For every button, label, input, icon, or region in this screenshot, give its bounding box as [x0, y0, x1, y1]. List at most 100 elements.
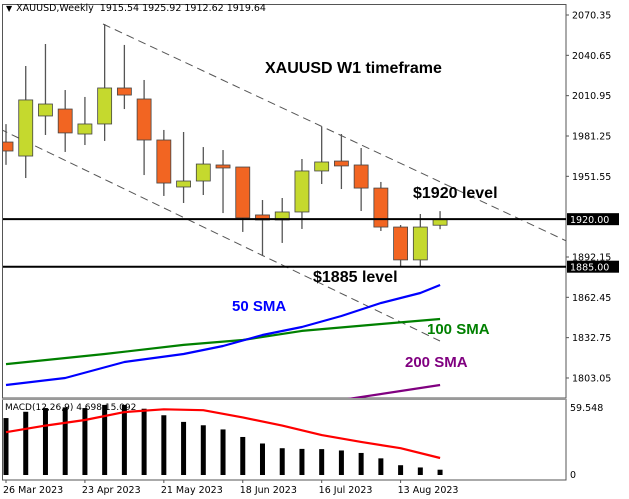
bullish-candle-body [294, 170, 310, 213]
candle [334, 134, 349, 190]
macd-histogram-bar [319, 449, 325, 475]
price-axis-label: 1981.25 [572, 131, 611, 142]
candle [195, 147, 211, 195]
time-axis-label: 21 May 2023 [161, 485, 223, 496]
bearish-candle-body [393, 226, 409, 261]
macd-signal-line [5, 408, 441, 460]
time-axis-label: 13 Aug 2023 [398, 485, 459, 496]
candle [393, 225, 409, 267]
candle [116, 44, 132, 110]
ohlc-readout: 1915.54 1925.92 1912.62 1919.64 [99, 3, 266, 14]
macd-histogram-bar [437, 469, 443, 475]
bullish-candle-body [432, 219, 448, 226]
bullish-candle-body [412, 226, 428, 261]
sma200-line [347, 383, 441, 398]
chart-title-annotation: XAUUSD W1 timeframe [265, 60, 442, 77]
bullish-candle-body [18, 99, 34, 157]
bullish-candle-body [38, 103, 53, 117]
candle [156, 129, 172, 196]
macd-histogram-bar [102, 404, 108, 475]
dropdown-triangle-icon[interactable]: ▼ [6, 4, 13, 13]
bearish-candle-body [334, 160, 349, 167]
macd-histogram-bar [200, 425, 206, 475]
macd-axis-label: 59.548 [570, 403, 603, 414]
macd-histogram-bar [121, 404, 127, 475]
price-axis-label: 1892.15 [572, 252, 611, 263]
level-price-tag [567, 213, 619, 226]
bearish-candle-body [136, 98, 152, 141]
level-price-tag [567, 260, 619, 273]
price-axis-label: 1862.45 [572, 293, 611, 304]
time-axis-label: 18 Jun 2023 [240, 485, 297, 496]
macd-panel [3, 404, 443, 475]
candle [235, 166, 251, 232]
macd-histogram-bar [358, 452, 364, 475]
price-axis-label: 1803.05 [572, 373, 611, 384]
macd-histogram-bar [259, 443, 265, 475]
candle [255, 200, 270, 256]
bullish-candle-body [77, 123, 93, 135]
macd-histogram-bar [161, 415, 167, 475]
bearish-candle-body [156, 139, 172, 184]
level-1885-annotation: $1885 level [313, 269, 398, 286]
candle [38, 43, 53, 135]
bullish-candle-body [314, 161, 330, 172]
macd-histogram-bar [42, 408, 48, 475]
time-axis-label: 26 Mar 2023 [3, 485, 63, 496]
time-axis-label: 23 Apr 2023 [82, 485, 141, 496]
sma50-annotation: 50 SMA [232, 298, 287, 315]
bearish-candle-body [353, 164, 369, 189]
macd-histogram-bar [82, 408, 88, 475]
candle [412, 214, 428, 267]
candle [215, 150, 231, 214]
sma200-annotation: 200 SMA [405, 354, 468, 371]
macd-histogram-bar [141, 408, 147, 475]
candle [274, 197, 290, 243]
candle [136, 79, 152, 176]
candle [77, 96, 93, 146]
sma50-line [5, 283, 441, 387]
macd-histogram-bar [3, 418, 9, 475]
macd-label: MACD(12,26,9) 4.698 15.092 [5, 403, 137, 413]
price-axis-label: 1832.75 [572, 333, 611, 344]
macd-histogram-bar [23, 411, 29, 475]
macd-axis-label: 0 [570, 470, 576, 481]
bearish-candle-body [215, 164, 231, 169]
price-axis-label: 1951.55 [572, 172, 611, 183]
macd-histogram-bar [240, 436, 246, 475]
bearish-candle-body [3, 141, 14, 152]
candle [97, 24, 113, 141]
bearish-candle-body [235, 166, 251, 219]
candle [18, 65, 34, 179]
level-1920-annotation: $1920 level [413, 185, 498, 202]
candle [176, 131, 191, 204]
chart-header: ▼ XAUUSD,Weekly 1915.54 1925.92 1912.62 1… [6, 3, 266, 14]
bullish-candle-body [176, 180, 191, 188]
symbol-timeframe: XAUUSD,Weekly [16, 3, 94, 14]
candle [373, 181, 389, 231]
macd-histogram-bar [398, 465, 404, 475]
bullish-candle-body [97, 87, 113, 125]
candle [314, 126, 330, 184]
candle [57, 90, 73, 152]
macd-histogram-bar [338, 450, 344, 475]
bearish-candle-body [373, 187, 389, 228]
candle [294, 159, 310, 229]
bearish-candle-body [57, 108, 73, 134]
level-price-label: 1920.00 [570, 215, 609, 226]
macd-histogram-bar [417, 467, 423, 475]
candle [353, 148, 369, 212]
bullish-candle-body [195, 163, 211, 182]
macd-histogram-bar [220, 429, 226, 475]
macd-histogram-bar [299, 448, 305, 475]
macd-histogram-bar [378, 458, 384, 475]
channel-lower-line [3, 129, 441, 342]
macd-histogram-bar [279, 448, 285, 475]
sma100-annotation: 100 SMA [427, 321, 490, 338]
sma100-line [5, 317, 441, 366]
macd-histogram-bar [62, 407, 68, 475]
time-axis-label: 16 Jul 2023 [319, 485, 373, 496]
bearish-candle-body [116, 87, 132, 96]
level-price-label: 1885.00 [570, 263, 609, 274]
